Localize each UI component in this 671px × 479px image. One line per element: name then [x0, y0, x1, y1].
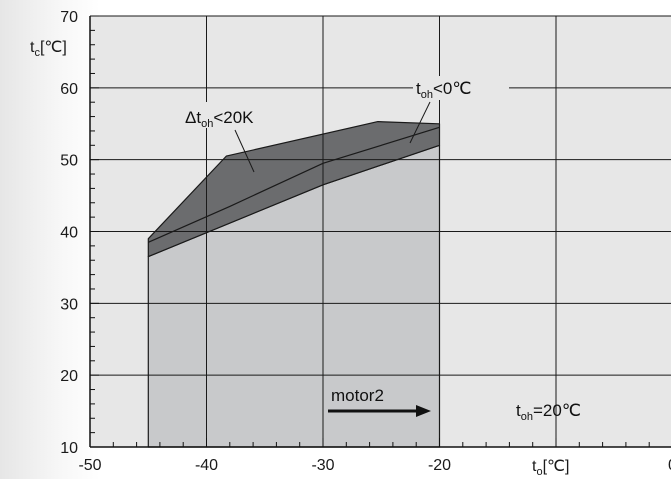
x-tick-label--20: -20	[428, 457, 451, 474]
toh-leader-line	[409, 101, 431, 144]
lines-layer	[148, 126, 440, 243]
toh-lt0-annotation: toh<0℃	[416, 79, 471, 101]
y-tick-label-20: 20	[60, 368, 78, 385]
delta-label-bg	[182, 102, 290, 128]
y-tick-label-70: 70	[60, 9, 78, 26]
toh-label-bg	[413, 76, 509, 100]
curve-inner-curve	[148, 126, 440, 243]
x-tick-label--40: -40	[195, 457, 218, 474]
x-tick-label-0: 0	[668, 457, 671, 474]
delta-leader-line	[234, 129, 255, 173]
toh-20-annotation: toh=20℃	[516, 401, 581, 423]
x-tick-label--50: -50	[78, 457, 101, 474]
motor-arrow-head	[416, 405, 431, 417]
delta-t-annotation: Δtoh<20K	[185, 108, 254, 130]
y-tick-label-40: 40	[60, 225, 78, 242]
y-tick-label-50: 50	[60, 153, 78, 170]
region-dark-band	[147, 120, 441, 258]
motor-label: motor2	[331, 386, 384, 405]
y-tick-label-60: 60	[60, 81, 78, 98]
x-tick-label--30: -30	[311, 457, 334, 474]
y-axis-label: tc[℃]	[30, 39, 67, 59]
y-tick-label-30: 30	[60, 296, 78, 313]
ticks-layer: 10 20 30 40 50 60 70 -50 -40 -30 -20 0	[60, 9, 671, 474]
x-axis-label: to[℃]	[532, 458, 569, 478]
y-tick-label-10: 10	[60, 440, 78, 457]
